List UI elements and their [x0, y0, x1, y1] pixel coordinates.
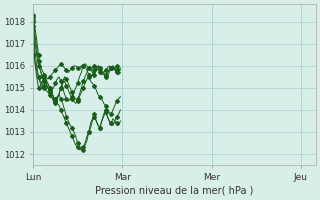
X-axis label: Pression niveau de la mer( hPa ): Pression niveau de la mer( hPa ) — [95, 186, 253, 196]
